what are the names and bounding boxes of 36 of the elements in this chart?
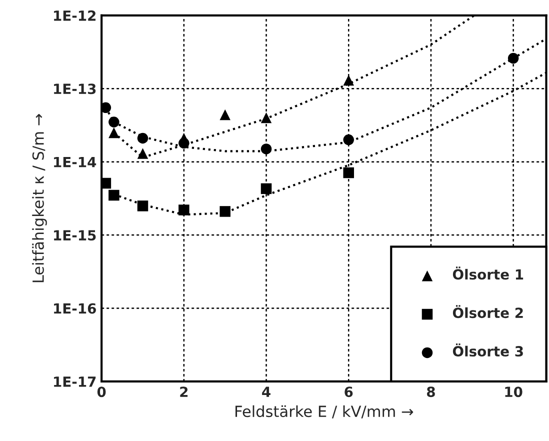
x-axis-title: Feldstärke E / kV/mm → xyxy=(236,405,414,418)
point xyxy=(108,116,120,128)
point xyxy=(508,52,519,64)
y-tick-label: 1E-12 xyxy=(54,10,96,21)
x-tick-label: 0 xyxy=(97,386,106,398)
legend-label: Ölsorte 3 xyxy=(452,344,523,357)
point xyxy=(260,183,272,194)
point xyxy=(260,144,272,154)
y-tick-label: 1E-13 xyxy=(54,84,96,94)
legend-label: Ölsorte 2 xyxy=(452,305,523,318)
point xyxy=(137,200,148,212)
point xyxy=(137,132,148,144)
point xyxy=(137,148,148,159)
point xyxy=(108,127,120,138)
legend-label: Ölsorte 1 xyxy=(452,266,524,280)
y-tick-label: 1E-14 xyxy=(54,157,96,168)
y-tick-label: 1E-16 xyxy=(54,303,96,314)
y-tick-label: 1E-15 xyxy=(54,230,96,241)
point xyxy=(220,109,230,120)
point xyxy=(343,74,354,86)
point xyxy=(343,167,354,178)
point xyxy=(260,112,272,124)
point xyxy=(178,204,190,216)
point xyxy=(220,206,230,217)
x-tick-label: 8 xyxy=(426,386,435,398)
point xyxy=(108,190,120,201)
point xyxy=(102,102,112,114)
point xyxy=(102,178,112,189)
x-tick-label: 10 xyxy=(505,386,522,398)
x-tick-label: 2 xyxy=(180,386,188,397)
x-tick-label: 6 xyxy=(344,386,353,398)
y-axis-title: Leitfähigkeit κ / S/m → xyxy=(32,114,47,282)
y-tick-label: 1E-17 xyxy=(54,376,96,387)
x-tick-label: 4 xyxy=(262,386,270,397)
point xyxy=(178,132,190,144)
point xyxy=(343,134,354,146)
